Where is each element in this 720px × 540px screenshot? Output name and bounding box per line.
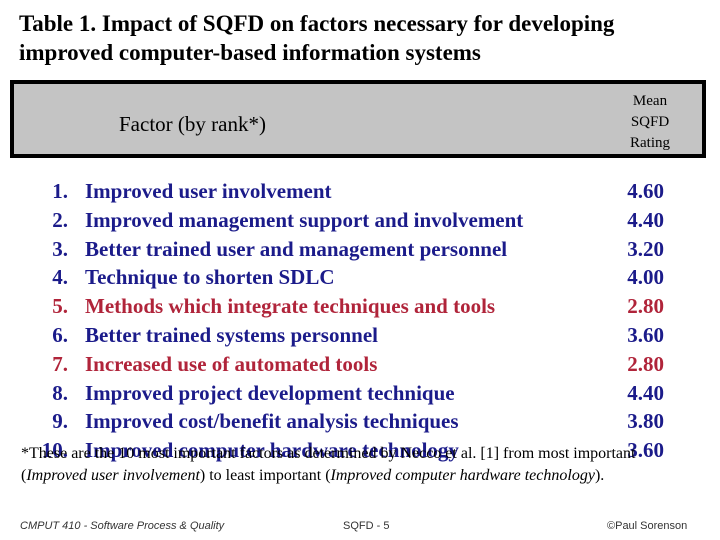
- footer-copyright: ©Paul Sorenson: [607, 520, 688, 532]
- factor-rating: 2.80: [627, 351, 664, 376]
- factor-label: Improved computer hardware technology: [85, 438, 459, 463]
- footnote-text: ) to least important (: [199, 467, 331, 484]
- factor-column-header: Factor (by rank*): [119, 112, 266, 136]
- factor-rating: 3.60: [627, 438, 664, 463]
- rating-header-line: Mean: [632, 93, 668, 109]
- factor-list: 1. Improved user involvement 4.60 2. Improve…: [0, 179, 720, 467]
- factor-label: Better trained user and management perso…: [85, 236, 508, 261]
- factor-label: Increased use of automated tools: [85, 351, 378, 376]
- factor-rating: 4.60: [627, 179, 664, 203]
- factor-row: 6. Better trained systems personnel 3.60: [0, 323, 720, 352]
- factor-label: Technique to shorten SDLC: [85, 265, 335, 290]
- factor-rank: 2.: [52, 207, 68, 232]
- factor-rank: 1.: [52, 179, 68, 203]
- factor-rank: 6.: [52, 322, 68, 347]
- factor-row: 10. Improved computer hardware technology…: [0, 438, 720, 467]
- factor-label: Improved project development technique: [85, 380, 455, 405]
- factor-row: 4. Technique to shorten SDLC 4.00: [0, 265, 720, 294]
- factor-row: 8. Improved project development technique…: [0, 381, 720, 410]
- factor-rating: 3.80: [627, 409, 664, 434]
- factor-label: Improved cost/benefit analysis technique…: [85, 409, 459, 434]
- factor-label: Better trained systems personnel: [85, 322, 378, 347]
- factor-rating: 4.40: [627, 207, 664, 232]
- footnote-text: *These are the 10 most important factors…: [21, 445, 636, 484]
- factor-rank: 9.: [52, 409, 68, 434]
- factor-rating: 4.00: [627, 265, 664, 290]
- factor-row: 5. Methods which integrate techniques and…: [0, 294, 720, 323]
- table-title: Table 1. Impact of SQFD on factors neces…: [19, 11, 615, 65]
- factor-rating: 3.60: [627, 322, 664, 347]
- factor-rank: 8.: [52, 380, 68, 405]
- factor-rating: 4.40: [627, 380, 664, 405]
- rating-header-line: Rating: [630, 135, 670, 151]
- factor-rank: 4.: [52, 265, 68, 290]
- factor-row: 7. Increased use of automated tools 2.80: [0, 352, 720, 381]
- rating-header-line: SQFD: [630, 114, 670, 130]
- factor-rank: 5.: [52, 294, 68, 319]
- table-header: Factor (by rank*) Mean SQFD Rating: [10, 80, 706, 158]
- factor-row: 1. Improved user involvement 4.60: [0, 179, 720, 208]
- rating-column-header: Mean SQFD Rating: [610, 91, 690, 154]
- factor-row: 3. Better trained user and management per…: [0, 237, 720, 266]
- footnote-italic: Improved computer hardware technology: [330, 467, 595, 484]
- factor-rating: 3.20: [627, 236, 664, 261]
- footnote-text: ).: [594, 467, 605, 484]
- factor-rank: 3.: [52, 236, 68, 261]
- footnote: *These are the 10 most important factors…: [21, 443, 661, 487]
- footer-page: SQFD - 5: [343, 520, 390, 532]
- factor-rank: 10.: [41, 438, 68, 463]
- footer-course: CMPUT 410 - Software Process & Quality: [20, 520, 225, 532]
- factor-label: Improved management support and involvem…: [85, 207, 524, 232]
- factor-rank: 7.: [52, 351, 68, 376]
- footnote-italic: Improved user involvement: [26, 467, 200, 484]
- factor-rating: 2.80: [627, 294, 664, 319]
- factor-row: 9. Improved cost/benefit analysis techniq…: [0, 409, 720, 438]
- factor-label: Improved user involvement: [85, 179, 332, 203]
- factor-row: 2. Improved management support and involv…: [0, 208, 720, 237]
- factor-label: Methods which integrate techniques and t…: [85, 294, 496, 319]
